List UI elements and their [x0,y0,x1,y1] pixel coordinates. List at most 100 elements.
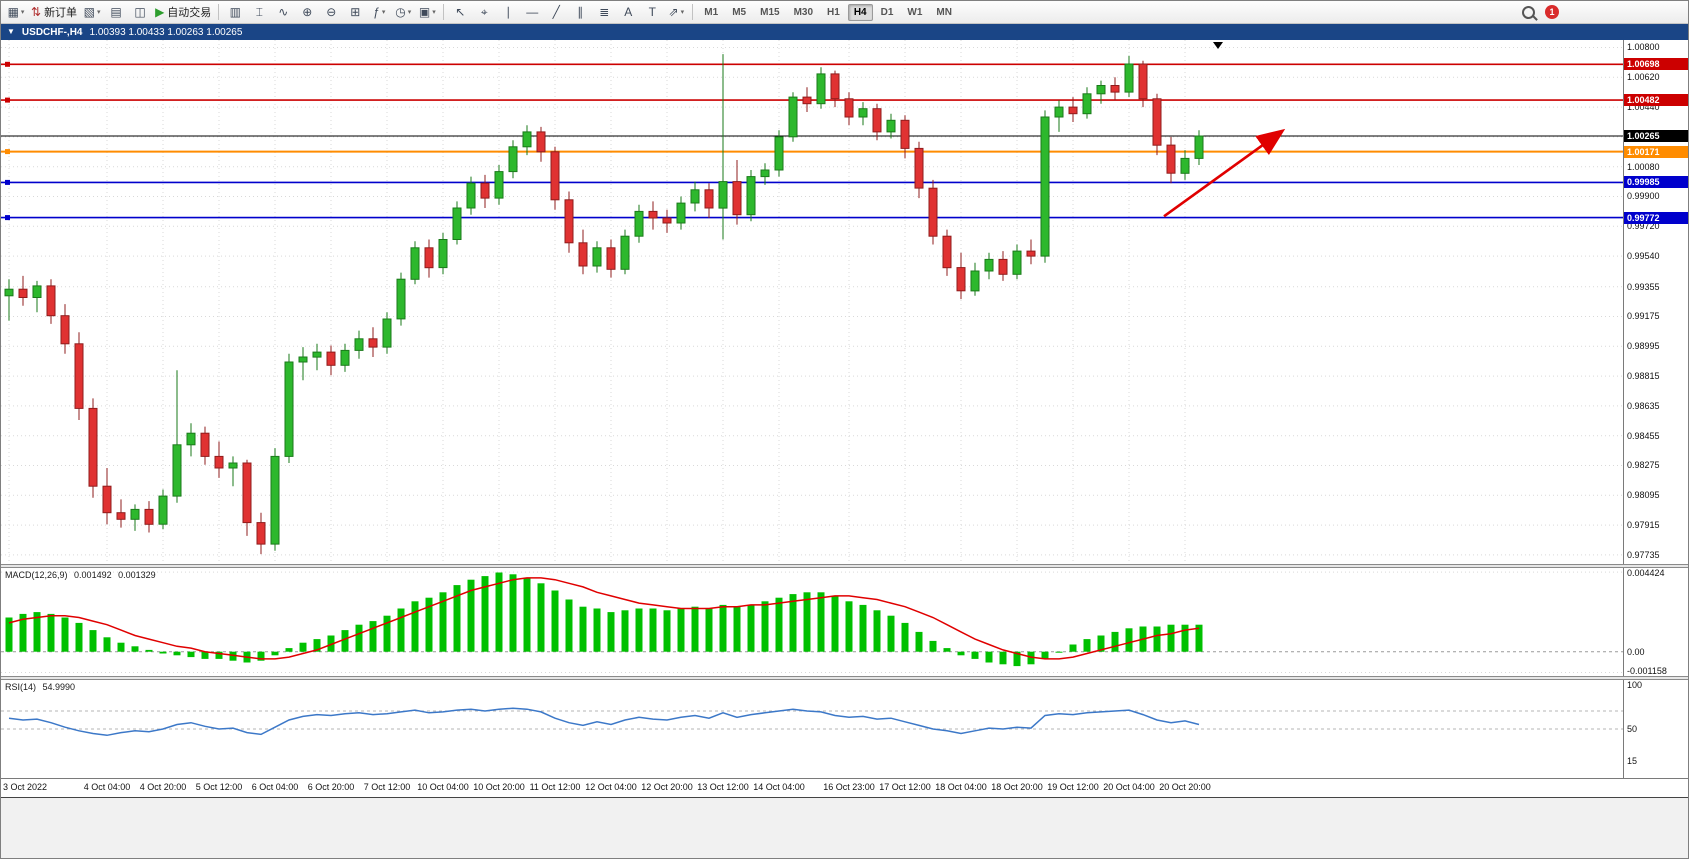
chart-profiles-button[interactable]: ▧ ▾ [80,2,104,22]
indicators-icon: ƒ [373,5,380,19]
zoom-in-button[interactable]: ⊕ [295,2,319,22]
navigator-button[interactable]: ◫ [128,2,152,22]
vertical-line-icon: ∣ [505,5,512,19]
time-label: 20 Oct 04:00 [1103,782,1155,792]
chart-shift-marker[interactable] [1213,42,1223,49]
text-label-icon: T [648,5,656,19]
text-button[interactable]: A [616,2,640,22]
window-menu-icon[interactable]: ▼ [7,27,15,36]
rsi-label: RSI(14) [5,682,37,692]
macd-signal-line [8,577,1200,660]
new-chart-button[interactable]: ▦ ▾ [4,2,28,22]
candlestick-chart-button[interactable]: ⌶ [247,2,271,22]
price-label: 0.97735 [1627,550,1660,560]
market-watch-button[interactable]: ▤ [104,2,128,22]
chart-symbol-period: USDCHF-,H4 [21,26,83,38]
templates-icon: ▣ [418,5,431,19]
hline-handle[interactable] [5,179,10,185]
price-tag-0.99772: 0.99772 [1624,212,1688,224]
zoom-out-button[interactable]: ⊖ [319,2,343,22]
indicators-dropdown-icon[interactable]: ▾ [381,9,386,16]
text-label-button[interactable]: T [640,2,664,22]
macd-axis-label: 0.004424 [1627,568,1665,578]
panel-splitter-1[interactable] [1,564,1688,568]
timeframe-H4[interactable]: H4 [847,3,873,21]
timeframe-M30[interactable]: M30 [793,6,814,18]
timeframe-M15[interactable]: M15 [760,6,780,18]
crosshair-icon: ⌖ [480,4,488,19]
equidistant-channel-button[interactable]: ∥ [568,2,592,22]
rsi-canvas[interactable] [1,680,1624,778]
time-label: 12 Oct 20:00 [641,782,693,792]
toolbar-separator [443,4,445,20]
toolbar-buttons: ▦ ▾ ⇅ 新订单 ▧ ▾ ▤ ◫ ▶ 自动交易 ▥ ⌶ ∿ ⊕ ⊖ ⊞ ƒ ▾ ◷ ▾ ▣ ▾ ↖ ⌖ ∣ ― ╱ ∥ ≣ A T ⇗ ▾ [4,2,688,22]
time-label: 3 Oct 2022 [3,782,48,792]
macd-axis: 0.004424 0.00 -0.001158 [1623,568,1688,676]
vertical-line-button[interactable]: ∣ [496,2,520,22]
hline-handle[interactable] [5,61,10,67]
panel-splitter-2[interactable] [1,676,1688,680]
price-label: 0.98275 [1627,460,1660,470]
templates-button[interactable]: ▣ ▾ [415,2,439,22]
time-axis[interactable]: 3 Oct 2022 4 Oct 04:00 4 Oct 20:00 5 Oct 12… [1,778,1688,798]
fibonacci-retracement-button[interactable]: ≣ [592,2,616,22]
search-icon[interactable] [1522,5,1535,19]
templates-dropdown-icon[interactable]: ▾ [432,9,436,16]
hline-handle[interactable] [5,215,10,221]
candles-layer [4,54,1204,555]
levels-layer [1,61,1624,221]
chart-title-bar: ▼ USDCHF-,H4 1.00393 1.00433 1.00263 1.0… [1,24,1688,40]
price-tag-1.00698: 1.00698 [1624,58,1688,70]
arrows-button[interactable]: ⇗ ▾ [664,2,688,22]
line-chart-icon: ∿ [278,5,289,19]
bar-chart-button[interactable]: ▥ [223,2,247,22]
periods-icon: ◷ [395,5,406,19]
chart-ohlc-quotes: 1.00393 1.00433 1.00263 1.00265 [89,26,243,38]
timeframe-W1[interactable]: W1 [907,6,923,18]
notification-badge[interactable]: 1 [1545,5,1559,19]
price-label: 0.99720 [1627,221,1660,231]
timeframe-MN[interactable]: MN [936,6,952,18]
price-label: 0.98995 [1627,341,1660,351]
timeframe-M5[interactable]: M5 [732,6,747,18]
time-label: 5 Oct 12:00 [195,782,243,792]
new-chart-dropdown-icon[interactable]: ▾ [20,9,25,16]
rsi-axis-label: 100 [1627,680,1643,690]
new-order-button[interactable]: ⇅ 新订单 [28,2,80,22]
rsi-levels [1,710,1624,730]
trendline-button[interactable]: ╱ [544,2,568,22]
hline-handle[interactable] [5,97,10,103]
macd-panel: MACD(12,26,9) 0.001492 0.001329 0.004424… [1,568,1688,676]
periods-dropdown-icon[interactable]: ▾ [407,9,412,16]
price-tag-1.00265: 1.00265 [1624,130,1688,142]
time-label: 4 Oct 20:00 [139,782,187,792]
hline-handle[interactable] [5,149,10,155]
indicators-button[interactable]: ƒ ▾ [367,2,391,22]
line-chart-button[interactable]: ∿ [271,2,295,22]
price-tag-1.00171: 1.00171 [1624,146,1688,158]
price-label: 1.00080 [1627,162,1660,172]
chart-profiles-dropdown-icon[interactable]: ▾ [96,9,101,16]
timeframe-H1[interactable]: H1 [827,6,840,18]
auto-trading-button[interactable]: ▶ 自动交易 [152,2,214,22]
periods-button[interactable]: ◷ ▾ [391,2,415,22]
price-label: 0.99540 [1627,251,1660,261]
cursor-button[interactable]: ↖ [448,2,472,22]
chart-profiles-icon: ▧ [83,5,95,19]
arrows-dropdown-icon[interactable]: ▾ [680,9,685,16]
crosshair-button[interactable]: ⌖ [472,2,496,22]
time-label: 16 Oct 23:00 [823,782,875,792]
timeframe-M1[interactable]: M1 [704,6,719,18]
equidistant-channel-icon: ∥ [577,5,584,19]
trend-arrow[interactable] [1163,128,1286,218]
horizontal-line-button[interactable]: ― [520,2,544,22]
tile-windows-button[interactable]: ⊞ [343,2,367,22]
trendline-icon: ╱ [552,5,560,19]
main-chart-canvas[interactable] [1,40,1624,564]
zoom-in-icon: ⊕ [302,5,313,19]
price-axis[interactable]: 1.008001.006201.004401.002601.000800.999… [1623,40,1688,564]
macd-histogram [5,572,1203,667]
macd-canvas[interactable] [1,568,1624,676]
timeframe-D1[interactable]: D1 [880,6,894,18]
